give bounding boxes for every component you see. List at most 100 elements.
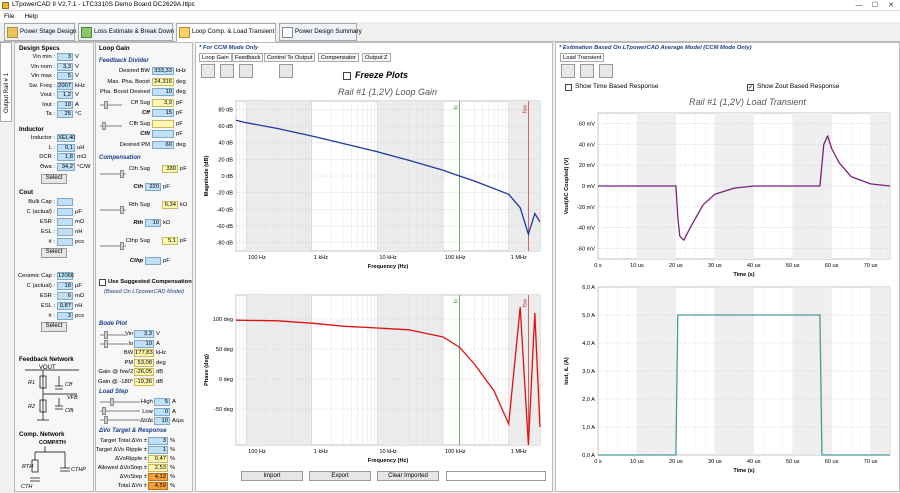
field-value[interactable]: 10 — [152, 88, 174, 96]
x-tick-label: 70 us — [864, 263, 878, 269]
tab-loss-estimate[interactable]: Loss Estimate & Break Down — [78, 23, 173, 41]
field-unit: % — [170, 473, 175, 481]
slider-thumb[interactable] — [104, 340, 108, 348]
field-value[interactable]: 10 — [134, 340, 154, 348]
x-tick-label: 100 Hz — [248, 255, 266, 261]
show-zout-checkbox[interactable]: ✓ — [747, 84, 754, 91]
field-value[interactable] — [152, 130, 174, 138]
ceramic-cap-select-button[interactable]: Select — [41, 322, 67, 332]
field-label: Allowed ΔVoStep ± — [98, 464, 147, 472]
print-icon-right[interactable] — [561, 64, 575, 78]
field-value[interactable]: 10 — [154, 417, 170, 425]
field-label: Gain @ fsw/2 — [98, 368, 133, 376]
field-value[interactable]: 3 — [148, 437, 168, 445]
export-button[interactable]: Export — [309, 471, 371, 481]
maximize-button[interactable]: ☐ — [868, 0, 882, 11]
plot-tab-feedback[interactable]: Feedback — [232, 53, 263, 62]
field-value[interactable]: 60 — [152, 141, 174, 149]
slider-thumb[interactable] — [110, 398, 114, 406]
use-suggested-checkbox[interactable] — [99, 279, 106, 286]
clear-imported-button[interactable]: Clear Imported — [377, 471, 439, 481]
loop-comp-icon — [179, 27, 190, 38]
field-value[interactable]: 10 — [145, 219, 161, 227]
field-value[interactable]: 220 — [145, 183, 161, 191]
field-value: 10 — [57, 101, 73, 109]
cursor-icon[interactable] — [279, 64, 293, 78]
slider[interactable] — [100, 410, 140, 412]
r2-label: R2 — [28, 404, 35, 410]
field-unit: pF — [163, 183, 170, 191]
x-axis-label: Frequency (Hz) — [368, 264, 409, 270]
import-button[interactable]: Import — [241, 471, 303, 481]
menu-file[interactable]: File — [4, 11, 14, 22]
tab-design-summary[interactable]: Power Design Summary — [279, 23, 357, 41]
save-icon[interactable] — [239, 64, 253, 78]
slider[interactable] — [100, 104, 122, 106]
plot-tab-output-z[interactable]: Output Z — [362, 53, 391, 62]
field-label: Sw. Freq : — [29, 82, 55, 90]
print-icon[interactable] — [201, 64, 215, 78]
slider-thumb[interactable] — [102, 122, 106, 130]
slider[interactable] — [100, 173, 126, 175]
x-tick-label: 20 us — [669, 459, 683, 465]
field-unit: kHz — [176, 67, 186, 75]
output-rail-tab[interactable]: Output Rail # 1 — [0, 42, 12, 122]
import-file-field[interactable] — [446, 471, 546, 481]
close-button[interactable]: ✕ — [884, 0, 898, 11]
y-tick-label: -50 deg — [214, 407, 233, 413]
slider-thumb[interactable] — [120, 206, 124, 214]
field-label: PM — [125, 359, 134, 367]
field-value[interactable]: 333,33 — [152, 67, 174, 75]
inductor-select-button[interactable]: Select — [41, 174, 67, 184]
field-label: ΔVoStep ± — [120, 473, 147, 481]
tab-loop-comp[interactable]: Loop Comp. & Load Transient — [176, 23, 276, 42]
field-value[interactable]: 5 — [154, 398, 170, 406]
field-value[interactable]: 0 — [154, 408, 170, 416]
field-unit: A — [75, 101, 79, 109]
field-label: Iout : — [42, 101, 55, 109]
field-value[interactable] — [145, 257, 161, 265]
field-row: Target ΔVo Ripple ±1% — [96, 446, 194, 454]
plot-tab-control-to-output[interactable]: Control To Output — [264, 53, 315, 62]
copy-icon-right[interactable] — [580, 64, 594, 78]
x-axis-label: Time (s) — [733, 468, 754, 474]
field-label: Inductor : — [31, 134, 55, 142]
slider[interactable] — [100, 401, 140, 403]
field-unit: pF — [176, 109, 183, 117]
y-tick-label: 20 mV — [579, 163, 595, 169]
slider[interactable] — [100, 334, 128, 336]
field-value — [152, 120, 174, 128]
slider-thumb[interactable] — [120, 170, 124, 178]
bulk-cap-select-button[interactable]: Select — [41, 248, 67, 258]
slider[interactable] — [100, 419, 140, 421]
slider-thumb[interactable] — [102, 407, 106, 415]
slider-thumb[interactable] — [104, 416, 108, 424]
y-axis-label: Iout, iL (A) — [564, 357, 570, 385]
field-value[interactable]: 15 — [152, 109, 174, 117]
field-label: ESR : — [40, 292, 55, 300]
slider-thumb[interactable] — [104, 331, 108, 339]
tab-power-stage[interactable]: Power Stage Design — [4, 23, 75, 41]
minimize-button[interactable]: — — [852, 0, 866, 11]
field-label: Io — [128, 340, 133, 348]
slider-thumb[interactable] — [120, 242, 124, 250]
x-tick-label: 60 us — [825, 459, 839, 465]
tab-load-transient[interactable]: Load Transient — [560, 53, 604, 62]
field-unit: V — [156, 330, 160, 338]
slider[interactable] — [100, 209, 126, 211]
field-value[interactable]: 3,3 — [134, 330, 154, 338]
plot-tab-loop-gain[interactable]: Loop Gain — [199, 53, 232, 62]
show-time-checkbox[interactable] — [565, 84, 572, 91]
save-icon-right[interactable] — [599, 64, 613, 78]
field-value[interactable]: 1 — [148, 446, 168, 454]
slider-thumb[interactable] — [104, 101, 108, 109]
slider[interactable] — [100, 125, 122, 127]
slider[interactable] — [100, 245, 126, 247]
slider[interactable] — [100, 343, 128, 345]
plot-tab-compensator[interactable]: Compensator — [318, 53, 359, 62]
copy-icon[interactable] — [220, 64, 234, 78]
freeze-plots-checkbox[interactable] — [343, 72, 351, 80]
menu-help[interactable]: Help — [24, 11, 37, 22]
